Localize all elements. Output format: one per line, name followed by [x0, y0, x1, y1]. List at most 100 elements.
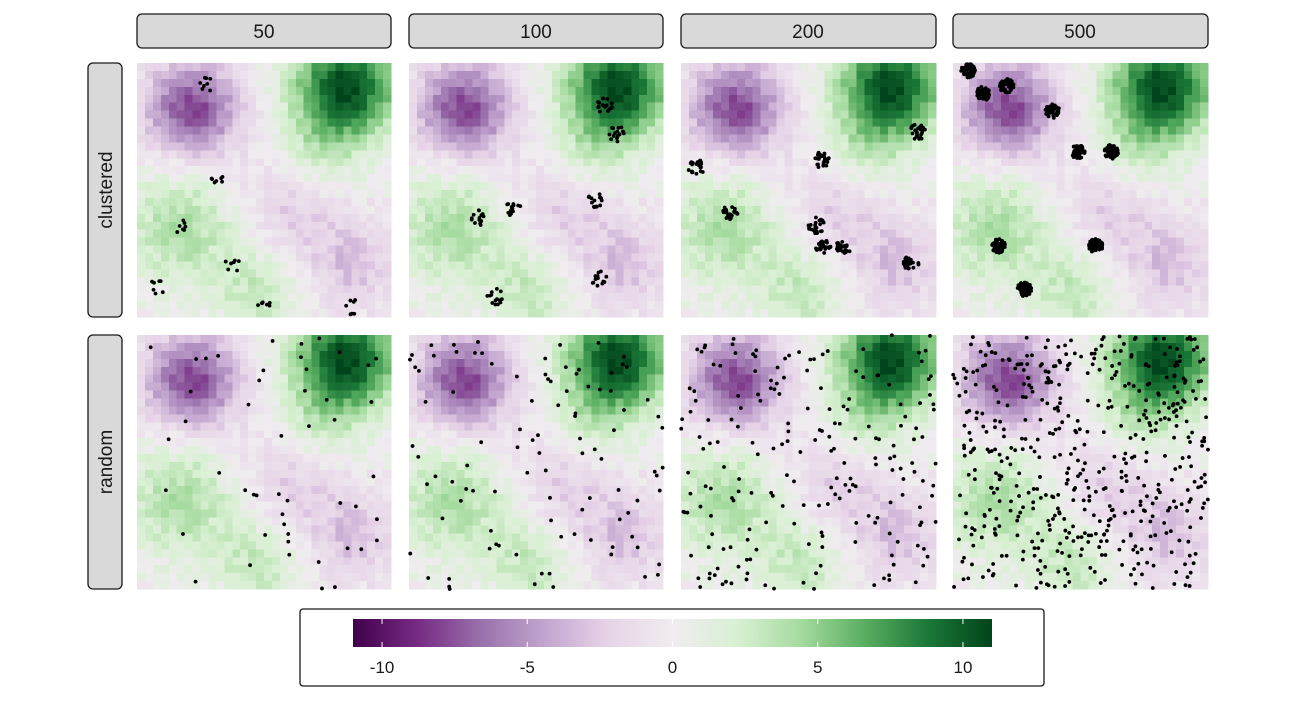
- data-point: [1065, 571, 1070, 576]
- data-point: [514, 552, 519, 557]
- data-point: [559, 534, 564, 539]
- data-point: [698, 169, 703, 174]
- data-point: [605, 97, 610, 101]
- data-point: [772, 387, 777, 392]
- data-point: [220, 175, 225, 179]
- data-point: [731, 336, 736, 341]
- data-point: [1067, 554, 1072, 559]
- data-point: [866, 514, 871, 518]
- data-point: [730, 342, 735, 347]
- data-point: [898, 466, 903, 471]
- data-point: [1129, 352, 1134, 357]
- data-point: [843, 483, 848, 487]
- data-point: [968, 450, 973, 455]
- data-point: [1124, 461, 1128, 466]
- panel-random-100: [408, 335, 665, 591]
- data-point: [1103, 486, 1108, 490]
- data-point: [1055, 405, 1060, 410]
- data-point: [595, 283, 600, 288]
- data-point: [617, 517, 622, 522]
- data-point: [835, 241, 840, 246]
- data-point: [706, 545, 711, 550]
- data-point: [1018, 510, 1023, 515]
- data-point: [1013, 448, 1018, 453]
- data-point: [620, 362, 625, 367]
- data-point: [597, 109, 602, 114]
- data-point: [452, 342, 456, 347]
- data-point: [1123, 451, 1128, 456]
- data-point: [854, 521, 859, 525]
- data-point: [813, 156, 818, 161]
- data-point: [1187, 499, 1192, 504]
- data-point: [1119, 475, 1124, 480]
- data-point: [417, 369, 421, 373]
- data-point: [1030, 389, 1035, 394]
- data-point: [1074, 146, 1079, 151]
- data-point: [251, 492, 256, 497]
- data-point: [1093, 489, 1098, 494]
- data-point: [498, 289, 503, 294]
- data-point: [866, 424, 871, 429]
- data-point: [933, 461, 938, 466]
- data-point: [910, 461, 915, 465]
- data-point: [693, 398, 698, 403]
- data-point: [919, 359, 924, 364]
- data-point: [193, 579, 198, 584]
- data-point: [410, 444, 415, 448]
- data-point: [1021, 549, 1026, 554]
- data-point: [1022, 382, 1026, 386]
- column-strip-label: 500: [1064, 22, 1096, 43]
- data-point: [832, 446, 836, 451]
- data-point: [1200, 506, 1205, 510]
- data-point: [216, 353, 221, 358]
- data-point: [1009, 499, 1013, 504]
- data-point: [307, 424, 311, 428]
- data-point: [969, 342, 973, 347]
- data-point: [1087, 494, 1092, 499]
- data-point: [1056, 344, 1061, 349]
- data-point: [1060, 550, 1064, 555]
- data-point: [829, 448, 834, 453]
- data-point: [797, 350, 801, 355]
- data-point: [204, 76, 209, 81]
- data-point: [892, 454, 897, 459]
- data-point: [515, 445, 520, 450]
- data-point: [971, 543, 976, 548]
- data-point: [997, 473, 1002, 478]
- data-point: [1189, 337, 1194, 342]
- data-point: [770, 493, 775, 498]
- data-point: [1199, 379, 1203, 383]
- data-point: [744, 557, 749, 562]
- data-point: [574, 371, 579, 376]
- data-point: [780, 442, 784, 447]
- data-point: [782, 375, 786, 380]
- data-point: [657, 562, 662, 567]
- data-point: [1158, 417, 1163, 422]
- data-point: [969, 532, 974, 537]
- data-point: [1008, 462, 1013, 467]
- data-point: [596, 276, 600, 281]
- data-point: [970, 335, 975, 339]
- data-point: [995, 243, 1000, 248]
- data-point: [1145, 494, 1149, 499]
- data-point: [689, 160, 694, 165]
- data-point: [771, 446, 776, 451]
- data-point: [536, 433, 540, 438]
- data-point: [1198, 359, 1202, 364]
- data-point: [999, 459, 1004, 464]
- heatmap-background: [953, 335, 1209, 590]
- data-point: [635, 545, 640, 550]
- data-point: [818, 222, 823, 227]
- data-point: [754, 348, 759, 353]
- data-point: [992, 527, 997, 531]
- data-point: [1085, 398, 1090, 403]
- data-point: [1028, 445, 1033, 450]
- data-point: [914, 130, 919, 134]
- data-point: [604, 103, 609, 108]
- data-point: [820, 545, 825, 549]
- data-point: [882, 576, 886, 581]
- data-point: [181, 218, 186, 223]
- data-point: [423, 399, 428, 404]
- data-point: [1025, 362, 1030, 367]
- data-point: [1205, 497, 1210, 502]
